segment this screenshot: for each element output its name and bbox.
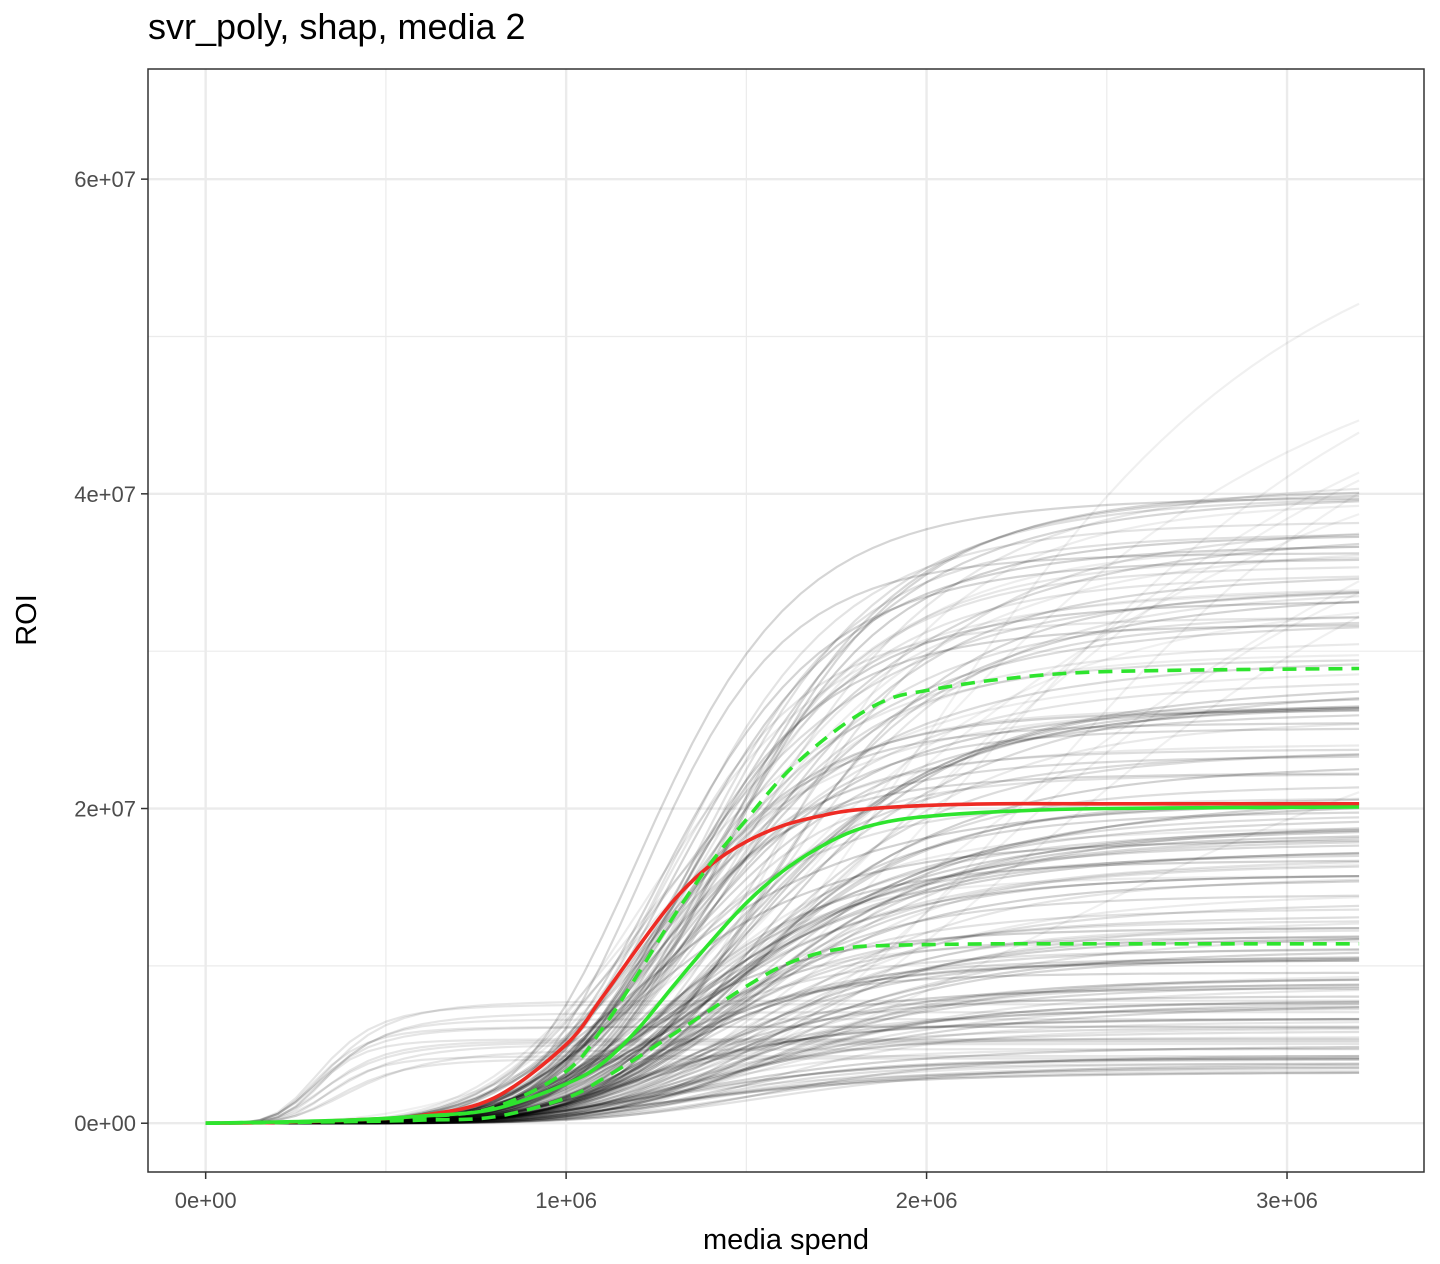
bootstrap-curve bbox=[205, 835, 1360, 1125]
bootstrap-curve bbox=[205, 978, 1360, 1125]
bootstrap-curve bbox=[205, 1021, 1360, 1125]
bootstrap-curve bbox=[205, 504, 1360, 1125]
bootstrap-curve bbox=[205, 1058, 1360, 1125]
bootstrap-curve bbox=[205, 591, 1360, 1125]
y-tick-label: 4e+07 bbox=[74, 482, 136, 507]
bootstrap-curve bbox=[205, 985, 1360, 1125]
bootstrap-curve bbox=[205, 1062, 1360, 1125]
plot-border bbox=[147, 68, 1425, 1173]
bootstrap-curve bbox=[205, 1066, 1360, 1125]
bootstrap-curve bbox=[205, 828, 1360, 1125]
bootstrap-curve bbox=[205, 1071, 1360, 1125]
x-tick-label: 3e+06 bbox=[1256, 1188, 1318, 1213]
bootstrap-curve bbox=[205, 1055, 1360, 1125]
bootstrap-curve bbox=[205, 1054, 1360, 1125]
bootstrap-curve bbox=[205, 492, 1360, 1125]
bootstrap-curve bbox=[205, 705, 1360, 1125]
bootstrap-curve bbox=[205, 978, 1360, 1125]
bootstrap-curve bbox=[205, 513, 1360, 1125]
bootstrap-curve bbox=[205, 1018, 1360, 1125]
bootstrap-curve bbox=[205, 927, 1360, 1125]
bootstrap-curve bbox=[205, 978, 1360, 1125]
bootstrap-curve bbox=[205, 811, 1360, 1125]
bootstrap-curve bbox=[205, 894, 1360, 1125]
bootstrap-curve bbox=[205, 1000, 1360, 1125]
y-tick-label: 0e+00 bbox=[74, 1111, 136, 1136]
bootstrap-curve bbox=[205, 920, 1360, 1125]
bootstrap-curve bbox=[205, 951, 1360, 1125]
bootstrap-curve bbox=[205, 1058, 1360, 1125]
bootstrap-curve bbox=[205, 621, 1360, 1125]
x-tick-label: 2e+06 bbox=[896, 1188, 958, 1213]
bootstrap-curve bbox=[205, 936, 1360, 1125]
bootstrap-curve bbox=[205, 535, 1360, 1125]
bootstrap-curve bbox=[205, 1002, 1360, 1125]
bootstrap-curve bbox=[205, 643, 1360, 1125]
bootstrap-curve bbox=[205, 1003, 1360, 1125]
bootstrap-curve bbox=[205, 875, 1360, 1125]
chart-title: svr_poly, shap, media 2 bbox=[148, 6, 526, 47]
axes: 0e+00 1e+06 2e+06 3e+06 0e+00 2e+07 4e+07 6e+07 bbox=[74, 167, 1318, 1213]
bootstrap-curve bbox=[205, 786, 1360, 1125]
plot-panel bbox=[148, 69, 1424, 1172]
bootstrap-curve bbox=[205, 999, 1360, 1125]
bootstrap-curve bbox=[205, 1039, 1360, 1125]
x-axis-title: media spend bbox=[703, 1224, 869, 1256]
bootstrap-curve bbox=[205, 1047, 1360, 1125]
bootstrap-curve bbox=[205, 1026, 1360, 1125]
bootstrap-curve bbox=[205, 995, 1360, 1125]
grid-major bbox=[148, 69, 1424, 1172]
bootstrap-curve bbox=[205, 1025, 1360, 1125]
bootstrap-curve bbox=[205, 983, 1360, 1125]
bootstrap-curve bbox=[205, 723, 1360, 1125]
bootstrap-curve bbox=[205, 1036, 1360, 1125]
grid-minor bbox=[148, 69, 1424, 1172]
bootstrap-curve bbox=[205, 937, 1360, 1125]
bootstrap-curve bbox=[205, 940, 1360, 1125]
bootstrap-curve bbox=[205, 1025, 1360, 1125]
bootstrap-curve bbox=[205, 1066, 1360, 1125]
bootstrap-curve bbox=[205, 1040, 1360, 1125]
y-tick-label: 6e+07 bbox=[74, 167, 136, 192]
bootstrap-curve bbox=[205, 841, 1360, 1125]
bootstrap-curve bbox=[205, 1011, 1360, 1125]
bootstrap-curve bbox=[205, 708, 1360, 1125]
bootstrap-curve bbox=[205, 1071, 1360, 1125]
bootstrap-curve bbox=[205, 698, 1360, 1125]
bootstrap-curve bbox=[205, 753, 1360, 1125]
bootstrap-curve bbox=[205, 1065, 1360, 1125]
series-upper-line bbox=[205, 666, 1360, 1125]
bootstrap-curve bbox=[205, 1028, 1360, 1125]
bootstrap-curve bbox=[205, 957, 1360, 1125]
x-tick-label: 0e+00 bbox=[175, 1188, 237, 1213]
bootstrap-curve bbox=[205, 1038, 1360, 1125]
bootstrap-curve bbox=[205, 1001, 1360, 1125]
bootstrap-curve bbox=[205, 1048, 1360, 1125]
summary-curves bbox=[205, 666, 1360, 1125]
bootstrap-curve bbox=[205, 1042, 1360, 1125]
bootstrap-curve bbox=[205, 987, 1360, 1125]
bootstrap-curve bbox=[205, 971, 1360, 1125]
bootstrap-curve bbox=[205, 1062, 1360, 1125]
bootstrap-curve bbox=[205, 1030, 1360, 1125]
bootstrap-curve bbox=[205, 956, 1360, 1125]
bootstrap-curve bbox=[205, 929, 1360, 1125]
x-tick-label: 1e+06 bbox=[535, 1188, 597, 1213]
bootstrap-curve bbox=[205, 1063, 1360, 1125]
bootstrap-curve bbox=[205, 878, 1360, 1125]
bootstrap-curve bbox=[205, 773, 1360, 1125]
series-lower-line bbox=[205, 941, 1360, 1125]
y-axis-title: ROI bbox=[11, 594, 43, 646]
bootstrap-curve bbox=[205, 935, 1360, 1125]
bootstrap-curve bbox=[205, 727, 1360, 1125]
y-tick-label: 2e+07 bbox=[74, 797, 136, 822]
bootstrap-curve bbox=[205, 1057, 1360, 1125]
bootstrap-curve bbox=[205, 983, 1360, 1125]
bootstrap-curve bbox=[205, 864, 1360, 1125]
bootstrap-curve bbox=[205, 816, 1360, 1125]
